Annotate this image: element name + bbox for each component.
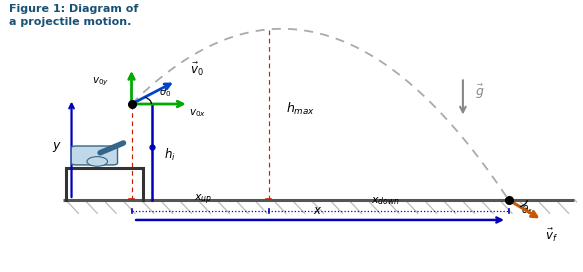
Text: $x_{down}$: $x_{down}$ <box>371 195 401 207</box>
Text: $v_{0y}$: $v_{0y}$ <box>92 75 108 88</box>
Text: $h_{max}$: $h_{max}$ <box>286 101 315 118</box>
Circle shape <box>87 157 107 166</box>
Text: $h_i$: $h_i$ <box>164 147 176 163</box>
Text: $x_{up}$: $x_{up}$ <box>194 192 212 207</box>
Text: Figure 1: Diagram of
a projectile motion.: Figure 1: Diagram of a projectile motion… <box>9 4 138 27</box>
Text: $v_{0x}$: $v_{0x}$ <box>189 107 206 119</box>
Text: $\vec{v}_0$: $\vec{v}_0$ <box>190 61 203 78</box>
Text: $\vec{v}_f$: $\vec{v}_f$ <box>545 227 558 244</box>
Text: $x$: $x$ <box>312 204 322 217</box>
FancyBboxPatch shape <box>71 146 118 165</box>
Text: $\vec{g}$: $\vec{g}$ <box>476 83 485 101</box>
Text: $\theta_0$: $\theta_0$ <box>159 85 171 99</box>
Text: $\theta_f$: $\theta_f$ <box>521 203 533 217</box>
Text: $y$: $y$ <box>52 140 62 154</box>
